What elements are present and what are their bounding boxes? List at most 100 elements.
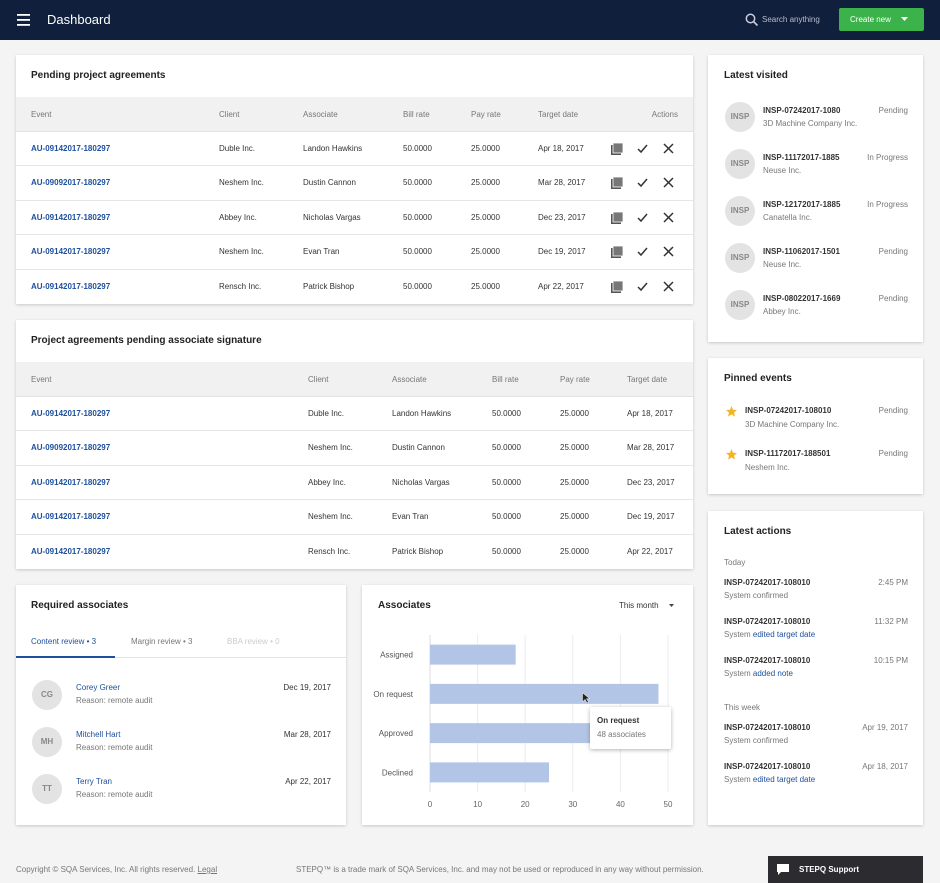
legal-link[interactable]: Legal: [197, 865, 218, 874]
company: Neuse Inc.: [763, 166, 802, 175]
avatar: TT: [32, 773, 62, 804]
event-id[interactable]: INSP-12172017-1885: [763, 200, 841, 209]
event-id[interactable]: INSP-07242017-108010: [724, 617, 811, 626]
search-icon[interactable]: [745, 13, 759, 27]
latest-actions-card: Latest actions Today INSP-07242017-108010 S…: [708, 511, 923, 825]
table-cell: 50.0000: [403, 212, 432, 222]
event-id[interactable]: INSP-07242017-108010: [724, 762, 811, 771]
status: Pending: [878, 449, 908, 458]
avatar: INSP: [725, 290, 755, 320]
support-button[interactable]: STEPQ Support: [768, 856, 923, 883]
actor: System: [724, 669, 751, 678]
reject-icon[interactable]: [663, 246, 674, 257]
status: Pending: [878, 106, 908, 115]
action-link[interactable]: added note: [752, 669, 793, 678]
top-bar: Dashboard Search anything Create new: [0, 0, 940, 40]
table-cell: 50.0000: [403, 144, 432, 153]
approve-icon[interactable]: [637, 247, 648, 257]
table-cell: Dec 23, 2017: [627, 477, 675, 487]
tab[interactable]: Margin review • 3: [131, 637, 193, 646]
event-id[interactable]: INSP-08022017-1669: [763, 294, 841, 303]
event-link[interactable]: AU-09142017-180297: [31, 247, 111, 257]
table-cell: Neshem Inc.: [308, 512, 353, 522]
pdf-icon[interactable]: [611, 245, 624, 259]
company: Canatella Inc.: [763, 213, 812, 222]
table-cell: Landon Hawkins: [392, 409, 452, 418]
table-cell: 25.0000: [560, 546, 589, 556]
star-icon[interactable]: [726, 406, 737, 417]
menu-icon[interactable]: [17, 14, 31, 26]
pdf-icon[interactable]: [611, 142, 624, 155]
event-id[interactable]: INSP-07242017-1080: [763, 106, 841, 115]
table-cell: 25.0000: [471, 144, 500, 153]
pdf-icon[interactable]: [611, 176, 624, 190]
status: Pending: [878, 294, 908, 303]
card-title: Pending project agreements: [31, 70, 166, 81]
associate-name[interactable]: Mitchell Hart: [76, 729, 121, 739]
bar-chart: 0 10 20 30 40 50 Assigned On request Approved Dec…: [373, 604, 674, 809]
event-id[interactable]: INSP-07242017-108010: [724, 578, 811, 587]
reject-icon[interactable]: [663, 143, 674, 154]
column-header: Target date: [627, 375, 668, 384]
table-row: AU-09142017-180297 Abbey Inc. Nicholas Var…: [16, 466, 693, 501]
event-id[interactable]: INSP-07242017-108010: [724, 723, 811, 732]
event-link[interactable]: AU-09142017-180297: [31, 477, 111, 487]
event-id[interactable]: INSP-11172017-1885: [763, 153, 840, 162]
y-tick-label: Approved: [379, 729, 413, 738]
event-link[interactable]: AU-09142017-180297: [31, 281, 111, 291]
event-id[interactable]: INSP-07242017-108010: [724, 656, 811, 665]
tab-indicator: [16, 656, 115, 658]
table-cell: 25.0000: [471, 247, 500, 257]
table-cell: Dec 19, 2017: [538, 247, 586, 257]
table-cell: 25.0000: [560, 512, 589, 522]
table-cell: Neshem Inc.: [308, 443, 353, 453]
action-link[interactable]: edited target date: [752, 630, 816, 639]
reject-icon[interactable]: [663, 212, 674, 223]
event-link[interactable]: AU-09142017-180297: [31, 512, 111, 522]
period-select[interactable]: This month: [619, 601, 659, 610]
associate-name[interactable]: Corey Greer: [76, 683, 121, 692]
table-cell: Apr 22, 2017: [627, 546, 673, 556]
event-link[interactable]: AU-09142017-180297: [31, 212, 111, 222]
search-input[interactable]: Search anything: [762, 15, 820, 24]
event-id[interactable]: INSP-07242017-108010: [745, 406, 832, 415]
table-header: Event Client Associate Bill rate Pay rate Tar…: [16, 362, 693, 397]
page-title: Dashboard: [47, 12, 111, 27]
event-id[interactable]: INSP-11062017-1501: [763, 247, 840, 256]
associate-name[interactable]: Terry Tran: [76, 776, 113, 786]
pdf-icon[interactable]: [611, 280, 624, 293]
create-button-label: Create new: [850, 15, 891, 24]
create-button[interactable]: Create new: [839, 8, 924, 31]
action-text: System edited target date: [724, 774, 815, 786]
table-cell: Neshem Inc.: [219, 178, 264, 188]
event-link[interactable]: AU-09142017-180297: [31, 144, 111, 153]
pinned-events-card: Pinned events INSP-07242017-108010 3D Mach…: [708, 358, 923, 494]
table-cell: 25.0000: [560, 443, 589, 453]
table-cell: Mar 28, 2017: [538, 178, 586, 188]
table-row: AU-09142017-180297 Abbey Inc. Nicholas Var…: [16, 201, 693, 236]
table-row: AU-09092017-180297 Neshem Inc. Dustin Cann…: [16, 166, 693, 201]
event-link[interactable]: AU-09092017-180297: [31, 443, 111, 453]
tab[interactable]: BBA review • 0: [227, 637, 280, 646]
pdf-icon[interactable]: [611, 211, 624, 224]
column-header: Event: [31, 110, 52, 119]
action-link[interactable]: edited target date: [752, 775, 816, 784]
approve-icon[interactable]: [637, 282, 648, 291]
tab[interactable]: Content review • 3: [31, 637, 97, 646]
event-link[interactable]: AU-09142017-180297: [31, 409, 111, 418]
star-icon[interactable]: [726, 449, 737, 460]
row-actions: [611, 245, 674, 259]
event-link[interactable]: AU-09142017-180297: [31, 546, 111, 556]
table-cell: Dec 19, 2017: [627, 512, 675, 522]
signature-agreements-card: Project agreements pending associate sig…: [16, 320, 693, 569]
approve-icon[interactable]: [637, 178, 648, 188]
event-link[interactable]: AU-09092017-180297: [31, 178, 111, 188]
approve-icon[interactable]: [637, 213, 648, 222]
reject-icon[interactable]: [663, 281, 674, 292]
required-associates-card: Required associates Content review • 3 Mar…: [16, 585, 346, 825]
event-id[interactable]: INSP-11172017-188501: [745, 449, 831, 458]
approve-icon[interactable]: [637, 144, 648, 154]
support-label: STEPQ Support: [799, 865, 859, 874]
reject-icon[interactable]: [663, 177, 674, 188]
x-tick-label: 10: [473, 800, 482, 809]
